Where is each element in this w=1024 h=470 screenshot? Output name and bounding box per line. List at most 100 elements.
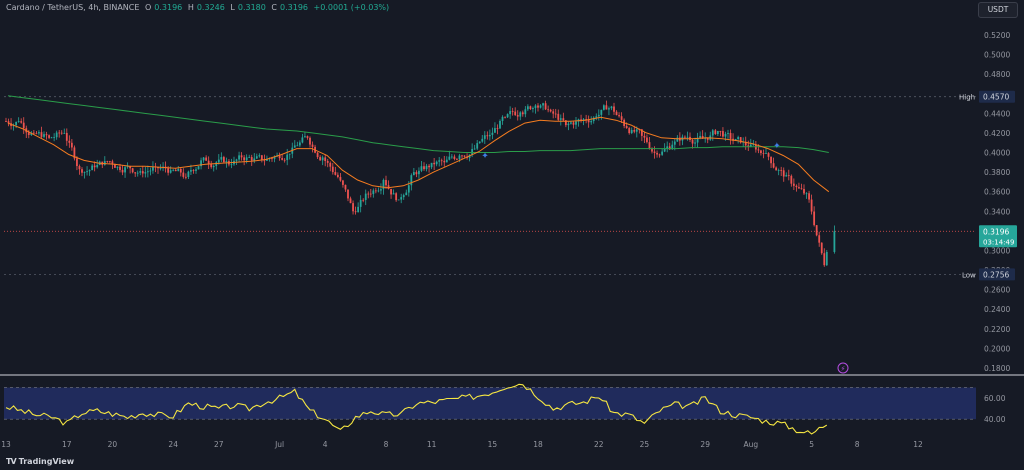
candle-body [458,155,461,160]
candle-body [271,158,273,160]
candle-body [825,251,828,266]
candle-body [260,155,263,161]
candle-body [521,112,524,115]
symbol-title: Cardano / TetherUS, 4h, BINANCE [6,3,140,12]
candle-body [661,151,664,155]
candle-body [587,120,590,123]
candle-body [729,132,732,139]
candle-body [537,105,539,108]
candle-body [770,156,772,164]
candle-body [65,132,68,141]
candle-body [805,193,808,195]
candle-body [114,164,116,168]
candle-body [471,148,474,155]
candle-body [572,122,575,125]
x-axis-tick: 15 [488,440,498,449]
candle-body [63,132,66,134]
candle-body [554,113,557,115]
candle-body [608,108,610,110]
candle-body [727,132,729,134]
candle-body [192,170,195,171]
candle-body [615,111,618,116]
candle-body [240,155,243,158]
candle-body [514,111,517,116]
candle-body [499,120,501,129]
candle-body [716,130,719,135]
candle-body [488,134,491,137]
candle-body [633,130,636,132]
price-axis-tick: 0.2200 [984,325,1010,334]
tradingview-brand[interactable]: TV TradingView [6,457,74,466]
ema-slow-line [7,95,829,153]
candle-body [701,135,704,139]
candle-body [116,166,119,168]
candle-body [68,140,71,143]
candle-body [55,132,58,138]
candle-body [501,116,504,121]
candle-body [248,157,251,158]
candle-body [354,211,357,213]
candle-body [476,143,479,149]
candle-body [628,128,631,134]
candle-body [364,193,367,200]
candle-body [144,172,147,174]
candle-body [739,137,742,143]
currency-button[interactable]: USDT [978,2,1018,18]
x-axis-tick: 4 [323,440,328,449]
candle-body [129,166,132,169]
candle-body [575,121,577,125]
candle-body [263,160,266,162]
candle-body [570,122,572,124]
candle-body [111,161,114,165]
candle-body [405,192,408,196]
candle-body [567,123,570,126]
candle-body [367,193,370,195]
candle-body [395,193,398,201]
candle-body [311,144,314,147]
candle-body [415,172,418,175]
candle-body [304,136,306,138]
candle-body [526,106,529,110]
candle-body [453,156,456,159]
candle-body [324,157,327,162]
candle-body [15,121,18,126]
candle-body [552,111,555,114]
x-axis-tick: 29 [700,440,710,449]
candle-body [195,169,197,171]
candle-body [336,174,339,178]
candle-body [613,106,615,112]
candle-body [179,168,182,173]
candle-body [516,115,519,117]
candle-body [339,177,342,181]
candle-body [286,154,289,161]
candle-body [643,135,646,138]
candle-body [696,137,699,143]
candle-body [744,141,747,146]
candle-body [605,105,608,110]
candle-body [306,136,309,138]
candle-body [83,172,86,173]
candle-body [711,130,714,136]
candle-body [278,155,281,159]
candle-body [666,146,669,149]
candle-body [253,158,256,161]
low-value: 0.3180 [237,3,266,12]
ema-fast-line [7,116,830,193]
candle-body [352,203,354,212]
candle-body [815,225,818,236]
candle-body [149,170,152,172]
price-axis-tick: 0.4000 [984,149,1010,158]
close-value: 0.3196 [280,3,308,12]
candle-body [301,137,304,143]
candle-body [800,188,803,190]
candle-body [329,162,332,167]
candle-body [238,155,240,160]
tradingview-name: TradingView [18,457,75,466]
candle-body [296,145,299,147]
candle-body [309,137,311,145]
candle-body [448,156,451,160]
candle-body [159,168,162,169]
candle-body [210,164,213,168]
candle-body [511,111,514,112]
